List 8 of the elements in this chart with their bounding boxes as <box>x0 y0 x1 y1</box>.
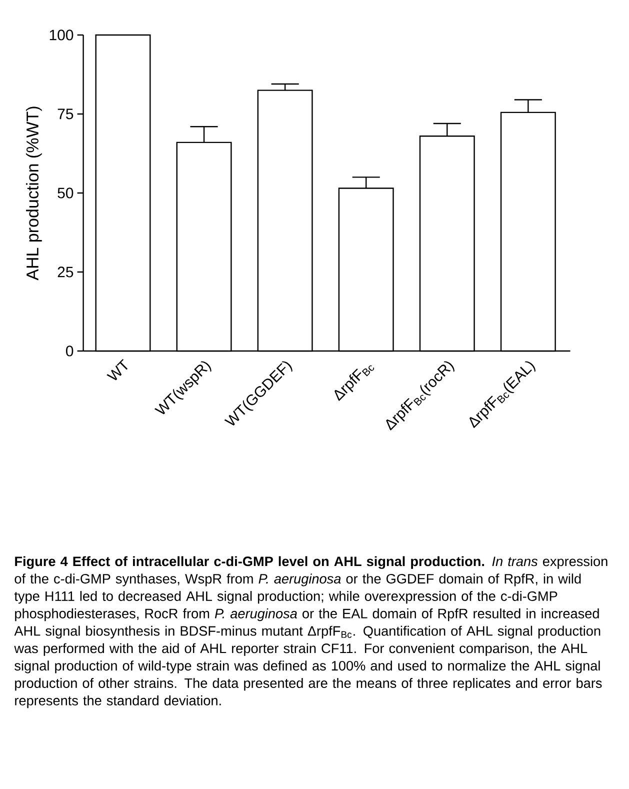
text: Figure 4 Effect of intracellular c-di-GMP level on AHL signal production. In trans expression of the c-di-GMP synthases, WspR from P. aeruginosa or the GGDEF domain of RpfR, in wild type H111 led to decreased AHL signal production; while overexpression of the c-di-GMP phosphodiesterases, RocR from P. aeruginosa or the EAL domain of RpfR resulted in increased AHL signal biosynthesis in BDSF-minus mutant ΔrpfF$_{Bc}$. Quantification of AHL signal production was performed with the aid of AHL reporter strain CF11. For convenient comparison, the AHL signal production of wild-type strain was defined as 100% and used to normalize the AHL signal production of other strains. The data presented are the means of three replicates and error bars represents the standard deviation. <box>14 556 608 708</box>
y-tick-label: 0 <box>66 346 74 356</box>
y-tick-label: 75 <box>58 108 74 120</box>
x-tick-label: WT <box>106 358 128 380</box>
y-tick-label: 25 <box>58 266 74 278</box>
y-tick-label: 100 <box>50 30 74 40</box>
y-tick-label: 50 <box>58 188 74 198</box>
y-axis-title: AHL production (%WT) <box>26 106 42 280</box>
